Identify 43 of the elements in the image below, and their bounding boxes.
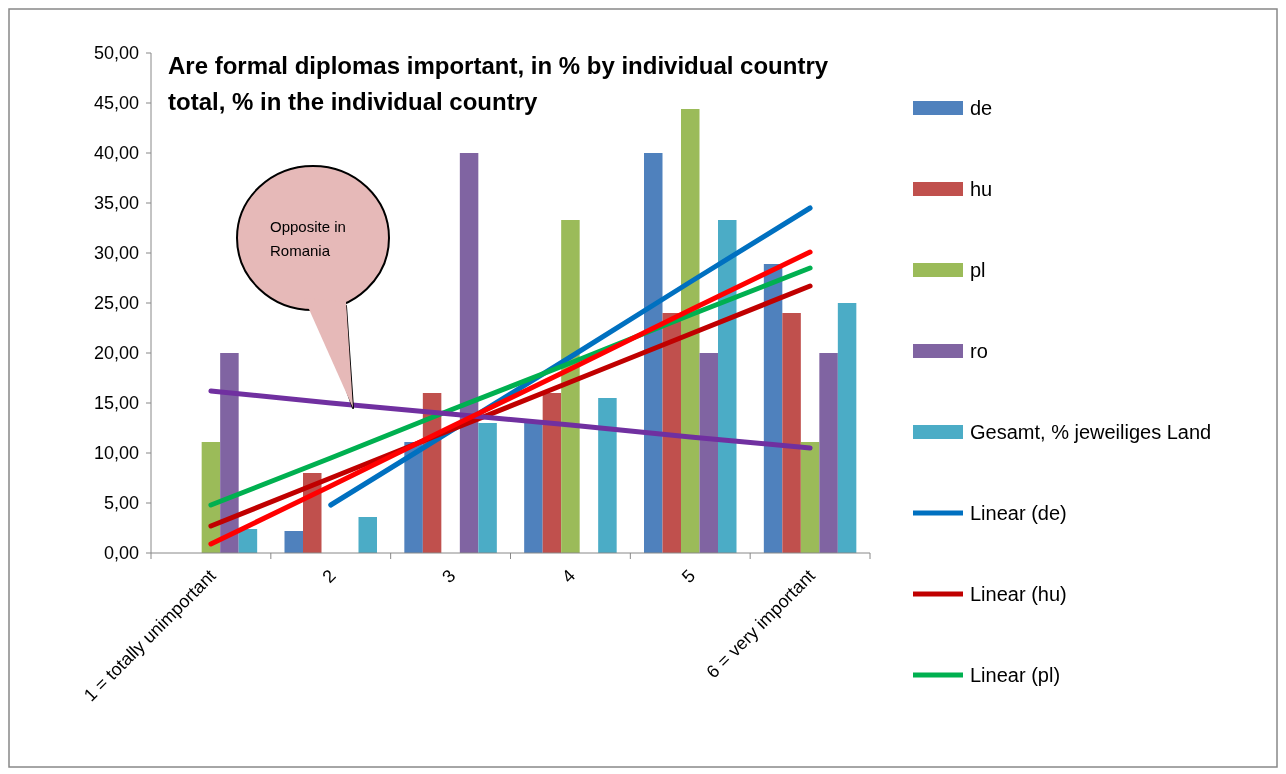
bar xyxy=(699,353,718,553)
legend-label: ro xyxy=(970,340,988,362)
y-tick-label: 25,00 xyxy=(93,293,139,314)
bar xyxy=(763,264,783,553)
bar xyxy=(681,109,700,553)
x-tick-label: 3 xyxy=(438,565,460,587)
bar xyxy=(718,220,737,553)
legend-label: pl xyxy=(970,259,986,281)
bar xyxy=(782,313,801,553)
y-tick-label: 15,00 xyxy=(93,393,139,414)
legend-label: Gesamt, % jeweiliges Land xyxy=(970,421,1212,443)
y-tick-label: 10,00 xyxy=(93,443,139,464)
bar xyxy=(478,423,497,553)
y-tick-label: 50,00 xyxy=(93,43,139,64)
bar xyxy=(358,517,377,553)
x-tick-label: 2 xyxy=(318,565,340,587)
y-tick-label: 0,00 xyxy=(103,543,139,564)
legend-label: Linear (hu) xyxy=(970,583,1067,605)
x-tick-label: 5 xyxy=(677,565,700,587)
annotation: Opposite in Romania xyxy=(270,218,346,259)
text: Are formal diplomas important, in % by individual country total, % in the individual country xyxy=(168,52,829,115)
bar xyxy=(561,220,580,553)
y-tick-label: 30,00 xyxy=(93,243,139,264)
legend-label: de xyxy=(970,97,993,119)
bar xyxy=(524,420,543,553)
y-tick-label: 20,00 xyxy=(93,343,139,364)
bar xyxy=(542,393,562,553)
legend-label: hu xyxy=(970,178,993,200)
y-tick-label: 35,00 xyxy=(93,193,139,214)
y-tick-label: 45,00 xyxy=(93,93,139,114)
legend-label: Linear (pl) xyxy=(970,664,1061,686)
bar xyxy=(644,153,663,553)
y-tick-label: 5,00 xyxy=(103,493,139,514)
bar xyxy=(459,153,479,553)
y-tick-label: 40,00 xyxy=(93,143,139,164)
bar xyxy=(284,531,303,553)
bar xyxy=(800,442,820,553)
bar xyxy=(598,398,617,553)
x-tick-label: 4 xyxy=(558,565,580,587)
legend-label: Linear (de) xyxy=(970,502,1067,524)
bar xyxy=(837,303,857,553)
bar xyxy=(404,442,423,553)
bar xyxy=(819,353,838,553)
